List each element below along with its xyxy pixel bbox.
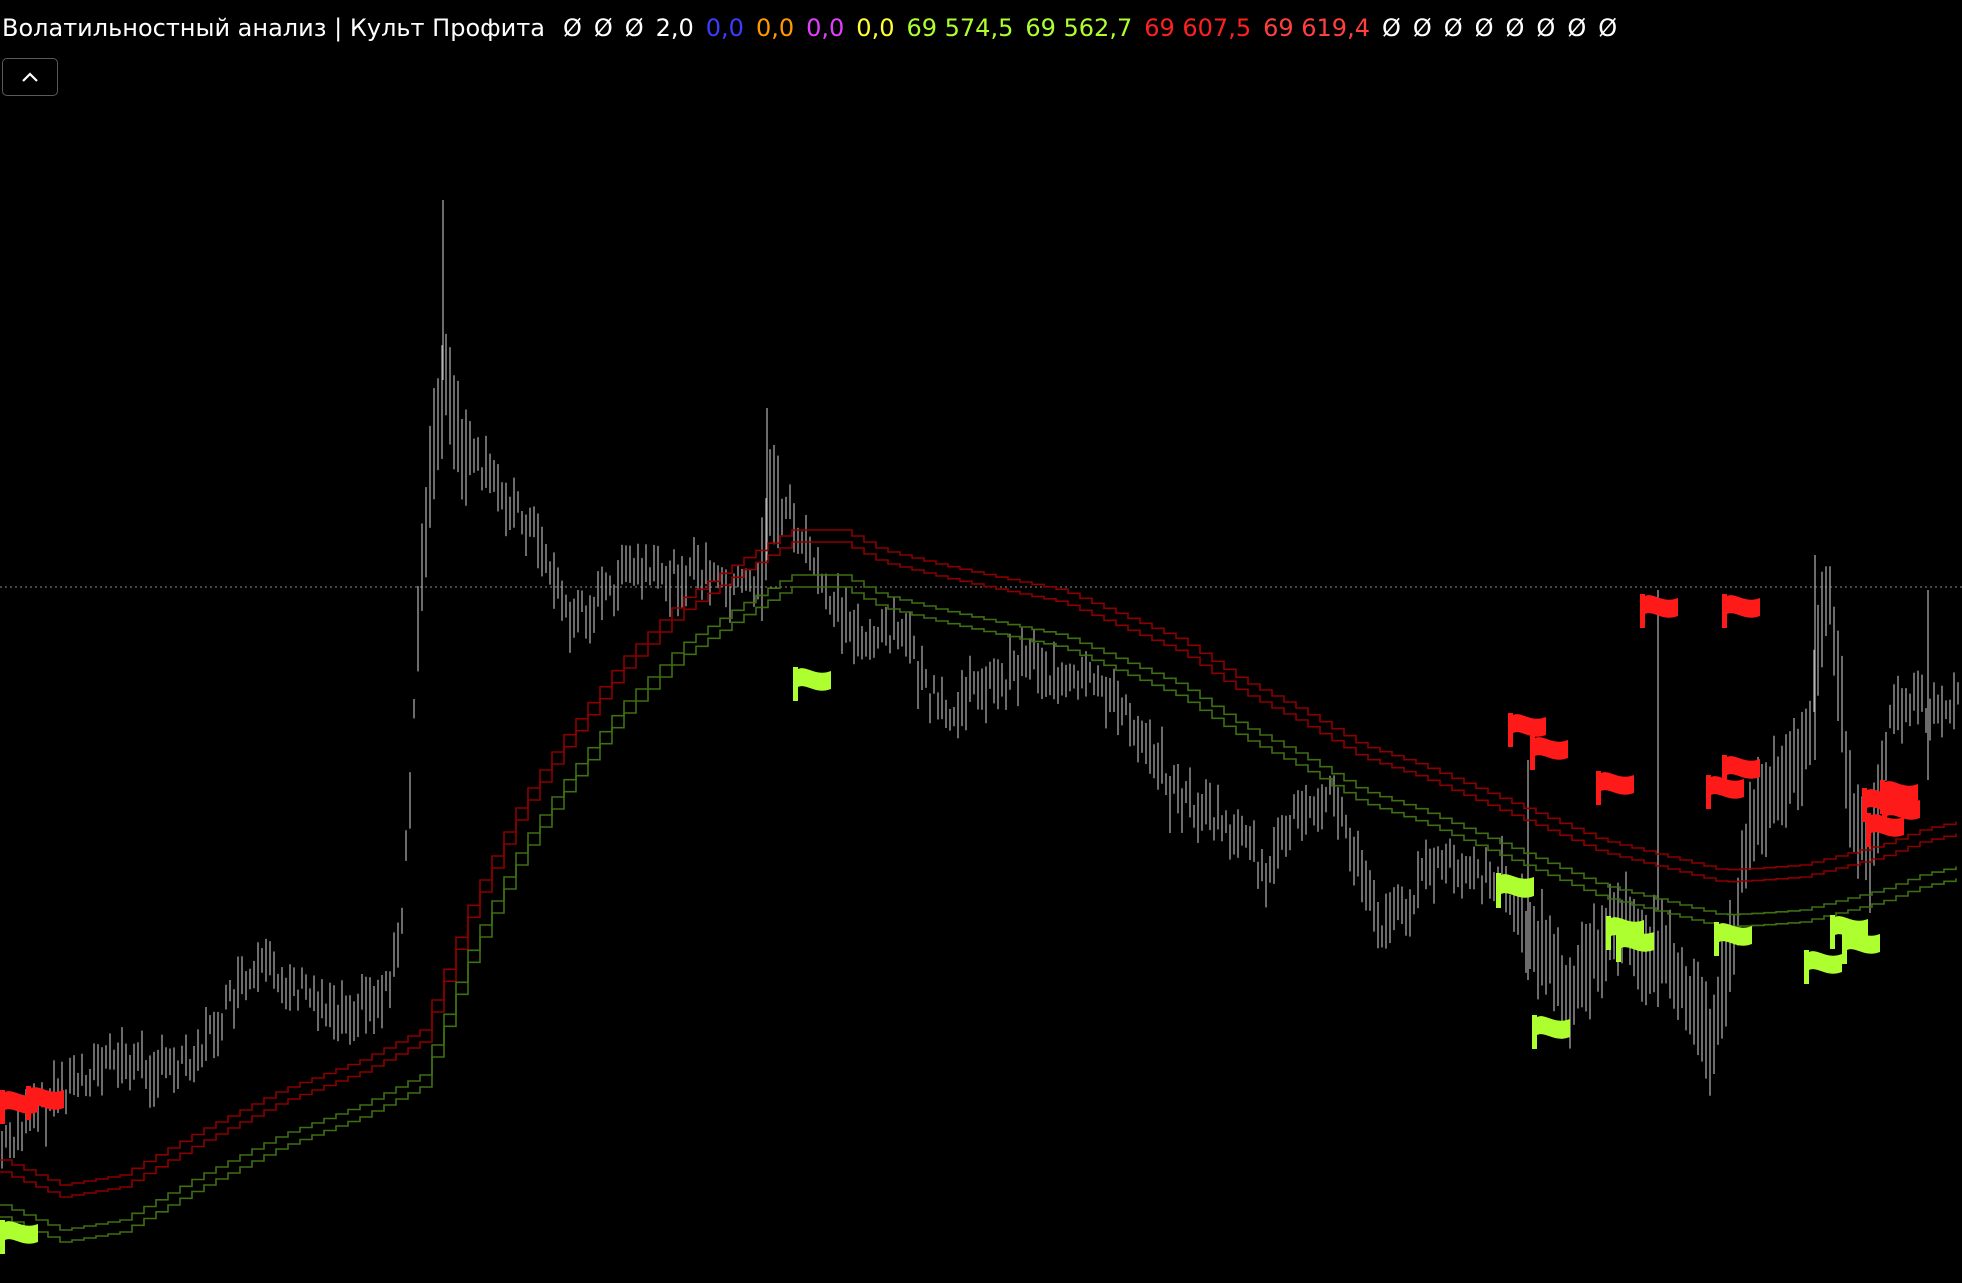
legend-value: Ø [1412,14,1432,42]
sell-signal-flag [1508,713,1546,747]
legend-value: 69 619,4 [1263,14,1370,42]
buy-signal-flag [1714,922,1752,956]
sell-signal-flag [1596,771,1634,805]
indicator-title[interactable]: Волатильностный анализ | Культ Профита [2,14,545,42]
upper-band-top [0,529,1957,1186]
legend-value: 0,0 [705,14,744,42]
volatility-bands [0,529,1957,1243]
flag-pole [1596,771,1601,805]
flag-pole [1714,922,1719,956]
sell-signal-flag [1722,594,1760,628]
flag-pole [0,1090,5,1124]
legend-value: Ø [624,14,644,42]
flag-pole [1496,874,1501,908]
signal-flags [0,594,1920,1254]
flag-cloth [1727,595,1760,618]
flag-cloth [1537,1016,1570,1039]
lower-band-bottom [0,586,1957,1243]
collapse-legend-button[interactable] [2,58,58,96]
flag-pole [793,667,798,701]
flag-pole [1530,736,1535,770]
price-bars [1,200,1959,1169]
legend-value: Ø [1474,14,1494,42]
chevron-up-icon [22,72,38,82]
lower-band-top [0,574,1957,1231]
flag-pole [1804,950,1809,984]
indicator-legend: Волатильностный анализ | Культ Профита Ø… [2,10,1617,46]
flag-pole [1616,928,1621,962]
flag-cloth [1513,714,1546,737]
flag-pole [1606,916,1611,950]
flag-cloth [1847,931,1880,954]
sell-signal-flag [1706,775,1744,809]
flag-pole [1532,1015,1537,1049]
flag-cloth [1645,595,1678,618]
flag-pole [1508,713,1513,747]
upper-band-bottom [0,541,1957,1198]
flag-cloth [798,668,831,691]
flag-pole [1640,594,1645,628]
legend-value: 69 562,7 [1025,14,1133,42]
legend-value: 0,0 [806,14,845,42]
legend-value: Ø [1443,14,1463,42]
flag-cloth [1885,781,1918,804]
sell-signal-flag [1640,594,1678,628]
sell-signal-flag [26,1086,64,1120]
flag-cloth [1501,875,1534,898]
legend-value: 69 607,5 [1144,14,1252,42]
sell-signal-flag [1722,755,1760,789]
legend-value: 0,0 [755,14,795,42]
buy-signal-flag [1496,874,1534,908]
sell-signal-flag [1530,736,1568,770]
buy-signal-flag [1616,928,1654,962]
sell-signal-flag [1866,813,1904,847]
flag-cloth [1711,776,1744,799]
legend-value: Ø [562,14,582,42]
flag-cloth [5,1221,38,1244]
flag-cloth [1719,923,1752,946]
flag-pole [1842,930,1847,964]
flag-pole [1722,594,1727,628]
flag-pole [1830,915,1835,949]
flag-pole [1862,788,1867,822]
flag-cloth [1809,951,1842,974]
flag-pole [0,1220,5,1254]
legend-value: 0,0 [856,14,895,42]
flag-cloth [1871,814,1904,837]
buy-signal-flag [1804,950,1842,984]
buy-signal-flag [1842,930,1880,964]
legend-value: Ø [1505,14,1525,42]
sell-signal-flag [1880,780,1918,814]
indicator-values: Ø Ø Ø 2,0 0,0 0,0 0,0 0,0 69 574,5 69 562,7 69 607… [551,14,1617,42]
buy-signal-flag [0,1220,38,1254]
legend-value: 69 574,5 [906,14,1014,42]
flag-pole [1706,775,1711,809]
flag-cloth [31,1087,64,1110]
legend-value: Ø [1567,14,1587,42]
legend-value: Ø [1598,14,1618,42]
flag-cloth [1621,929,1654,952]
flag-cloth [1535,737,1568,760]
legend-value: Ø [1381,14,1401,42]
flag-pole [1880,780,1885,814]
buy-signal-flag [1532,1015,1570,1049]
flag-cloth [1727,756,1760,779]
flag-pole [1866,813,1871,847]
flag-pole [26,1086,31,1120]
legend-value: Ø [593,14,613,42]
flag-pole [1722,755,1727,789]
flag-cloth [1601,772,1634,795]
legend-value: 2,0 [655,14,694,42]
legend-value: Ø [1536,14,1556,42]
buy-signal-flag [793,667,831,701]
